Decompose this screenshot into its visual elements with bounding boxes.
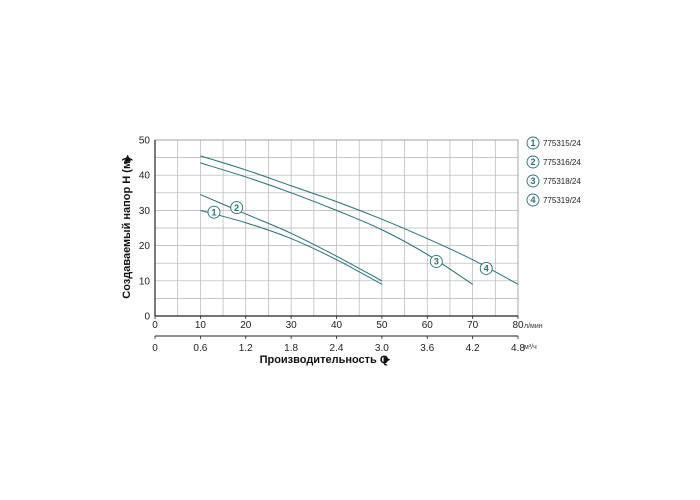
series-marker-circle-1 [207,205,221,219]
legend-marker-circle-4 [526,193,540,207]
series-line-3 [200,162,473,285]
x-unit-m3h: м³/ч [524,344,537,351]
x-tick-label-flow: 30 [286,320,298,331]
series-marker-label-4: 4 [484,264,489,274]
y-tick-label: 40 [139,171,151,182]
legend-entry-name: 775318/24 [543,177,581,186]
y-tick-label: 10 [139,276,151,287]
x-tick-label-m3h: 0 [152,343,158,354]
x-tick-label-flow: 40 [331,320,343,331]
legend: 1 775315/24 2 775316/24 3 775318/24 4 775319/24 [526,136,581,207]
y-tick-label: 0 [144,312,150,323]
series-marker-circle-4 [479,262,493,275]
x-tick-label-m3h: 4.2 [466,343,480,354]
x-tick-label-m3h: 3.6 [420,343,434,354]
x-tick-label-flow: 50 [376,320,388,331]
x-tick-label-flow: 60 [422,320,434,331]
x-tick-label-m3h: 1.2 [239,343,253,354]
series-marker-label-1: 1 [211,207,216,217]
legend-marker-label-2: 2 [530,157,535,167]
tick-labels: 0 10 20 30 40 50 0 10 20 30 40 50 60 70 80 0 0.6 1.2 1.8 2.… [139,136,526,355]
y-tick-label: 20 [139,241,151,252]
series-marker-circle-3 [429,254,443,268]
y-tick-label: 30 [139,206,151,217]
x-tick-label-m3h: 0.6 [193,343,207,354]
x-tick-label-flow: 70 [467,320,479,331]
x-tick-label-m3h: 1.8 [284,343,298,354]
legend-marker-label-3: 3 [530,176,535,186]
y-axis-arrow-icon: ▶ [122,154,132,161]
series-marker-label-3: 3 [434,257,439,267]
series-line-4 [200,155,519,285]
legend-marker-label-1: 1 [530,138,535,148]
x-unit-flow: л/мин [524,323,543,330]
series-marker-circle-2 [230,201,244,215]
x-tick-label-m3h: 3.0 [375,343,389,354]
series-markers: 1 2 3 4 [207,201,493,275]
legend-entry-name: 775316/24 [543,158,581,167]
grid [154,139,519,317]
y-tick-label: 50 [139,136,151,147]
series-line-1 [200,209,383,285]
x-axis-title: Производительность Q [260,354,389,366]
x-axis-arrow-icon: ▶ [384,354,391,364]
legend-marker-circle-3 [526,174,540,188]
legend-entry-name: 775319/24 [543,196,581,205]
legend-marker-circle-2 [526,155,540,169]
legend-marker-label-4: 4 [530,195,535,205]
x-tick-label-m3h: 2.4 [330,343,344,354]
legend-entry-name: 775315/24 [543,139,581,148]
series-marker-label-2: 2 [234,203,239,213]
x-tick-label-flow: 80 [512,320,524,331]
x-tick-label-flow: 20 [240,320,252,331]
x-tick-label-flow: 0 [152,320,158,331]
x-tick-label-flow: 10 [195,320,207,331]
legend-marker-circle-1 [526,136,540,150]
y-axis-title: Создаваемый напор H (м) [121,157,133,299]
x-tick-label-m3h: 4.8 [511,343,525,354]
